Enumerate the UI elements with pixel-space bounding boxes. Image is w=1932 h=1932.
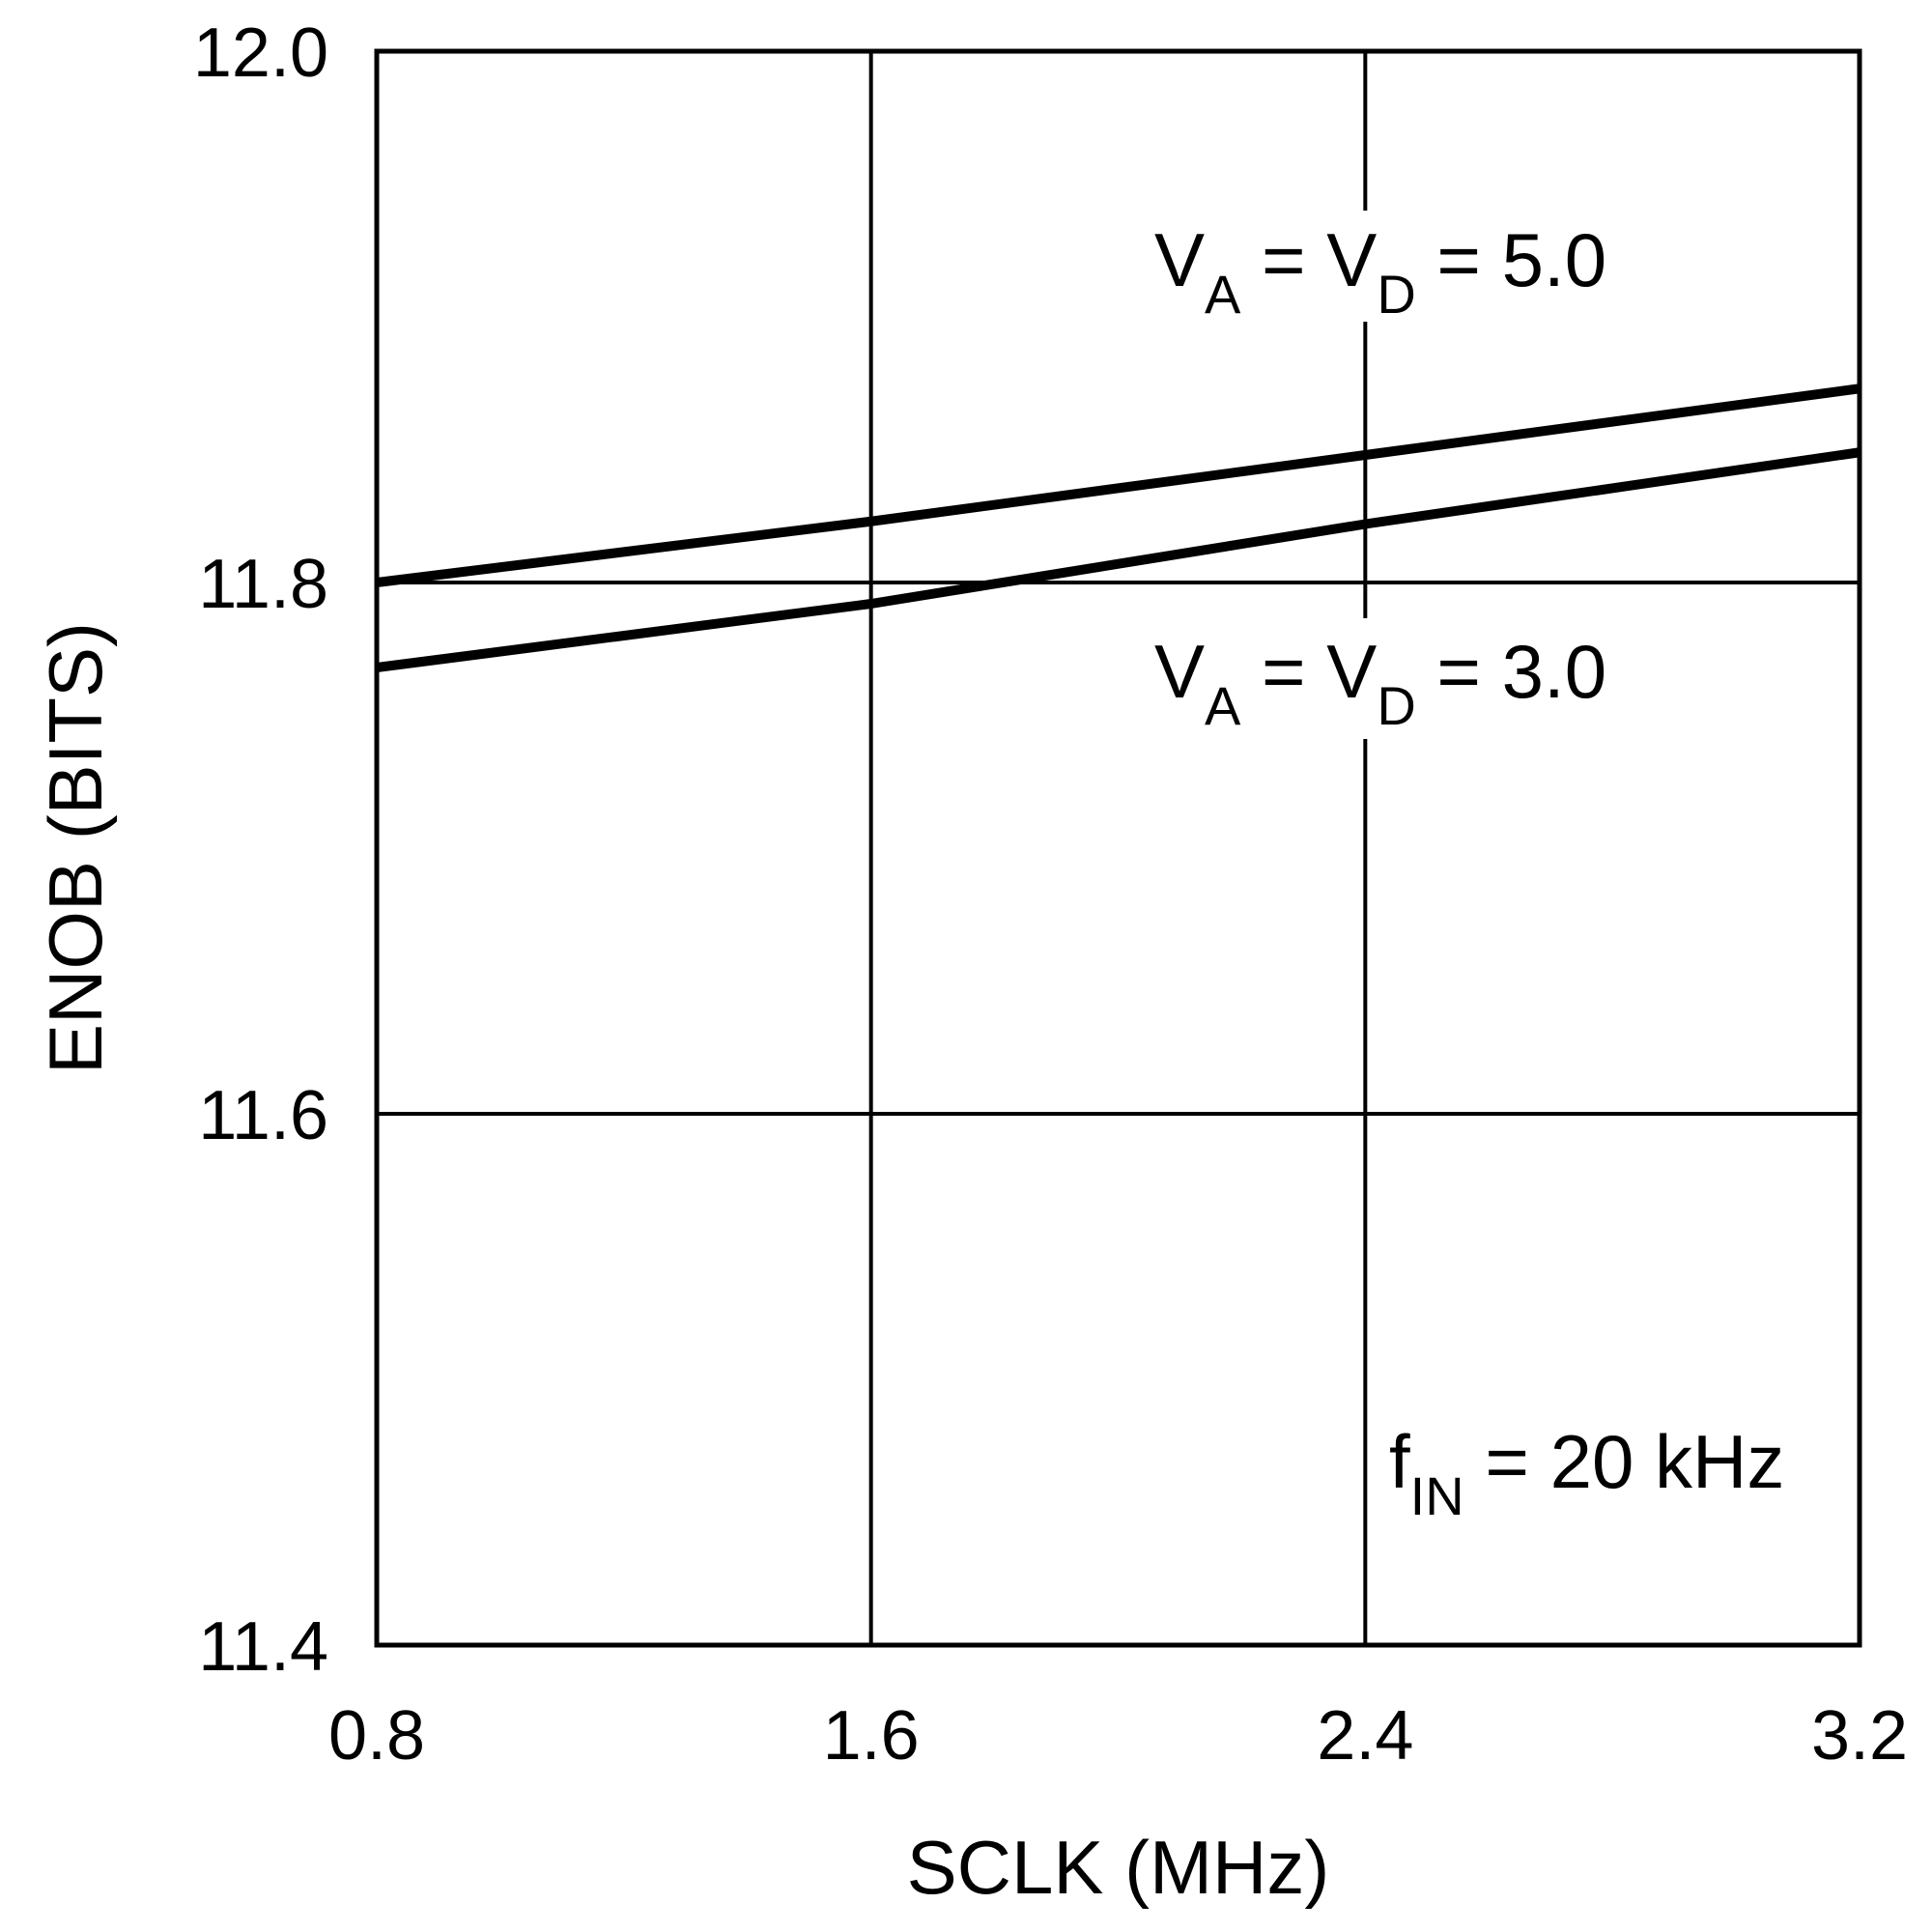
x-tick-label: 1.6 — [823, 1697, 920, 1775]
series-line-2 — [376, 447, 1861, 672]
y-tick-labels: 11.4 11.6 11.8 12.0 — [193, 14, 328, 1686]
plot-frame — [374, 48, 1862, 1648]
annotation-background — [1379, 1406, 1858, 1531]
x-tick-label: 3.2 — [1811, 1697, 1908, 1775]
x-tick-labels: 0.8 1.6 2.4 3.2 — [328, 1697, 1908, 1775]
annotation-label: VA = VD = 3.0 — [1154, 629, 1606, 736]
annotation-label: fIN = 20 kHz — [1389, 1419, 1784, 1526]
y-tick-label: 12.0 — [193, 14, 328, 92]
y-tick-label: 11.6 — [198, 1077, 328, 1154]
x-tick-label: 2.4 — [1317, 1697, 1413, 1775]
y-axis-label: ENOB (BITS) — [33, 622, 118, 1074]
series-line-1 — [376, 384, 1861, 587]
y-tick-label: 11.4 — [198, 1608, 328, 1686]
annotation-background — [1145, 211, 1686, 322]
y-tick-label: 11.8 — [198, 546, 328, 623]
annotations: VA = VD = 5.0 VA = VD = 3.0 fIN = 20 kHz — [1145, 211, 1858, 1531]
x-axis-label: SCLK (MHz) — [907, 1825, 1330, 1910]
series-lines — [376, 384, 1861, 672]
annotation-label: VA = VD = 5.0 — [1154, 217, 1606, 325]
x-tick-label: 0.8 — [328, 1697, 425, 1775]
annotation-background — [1145, 618, 1686, 739]
